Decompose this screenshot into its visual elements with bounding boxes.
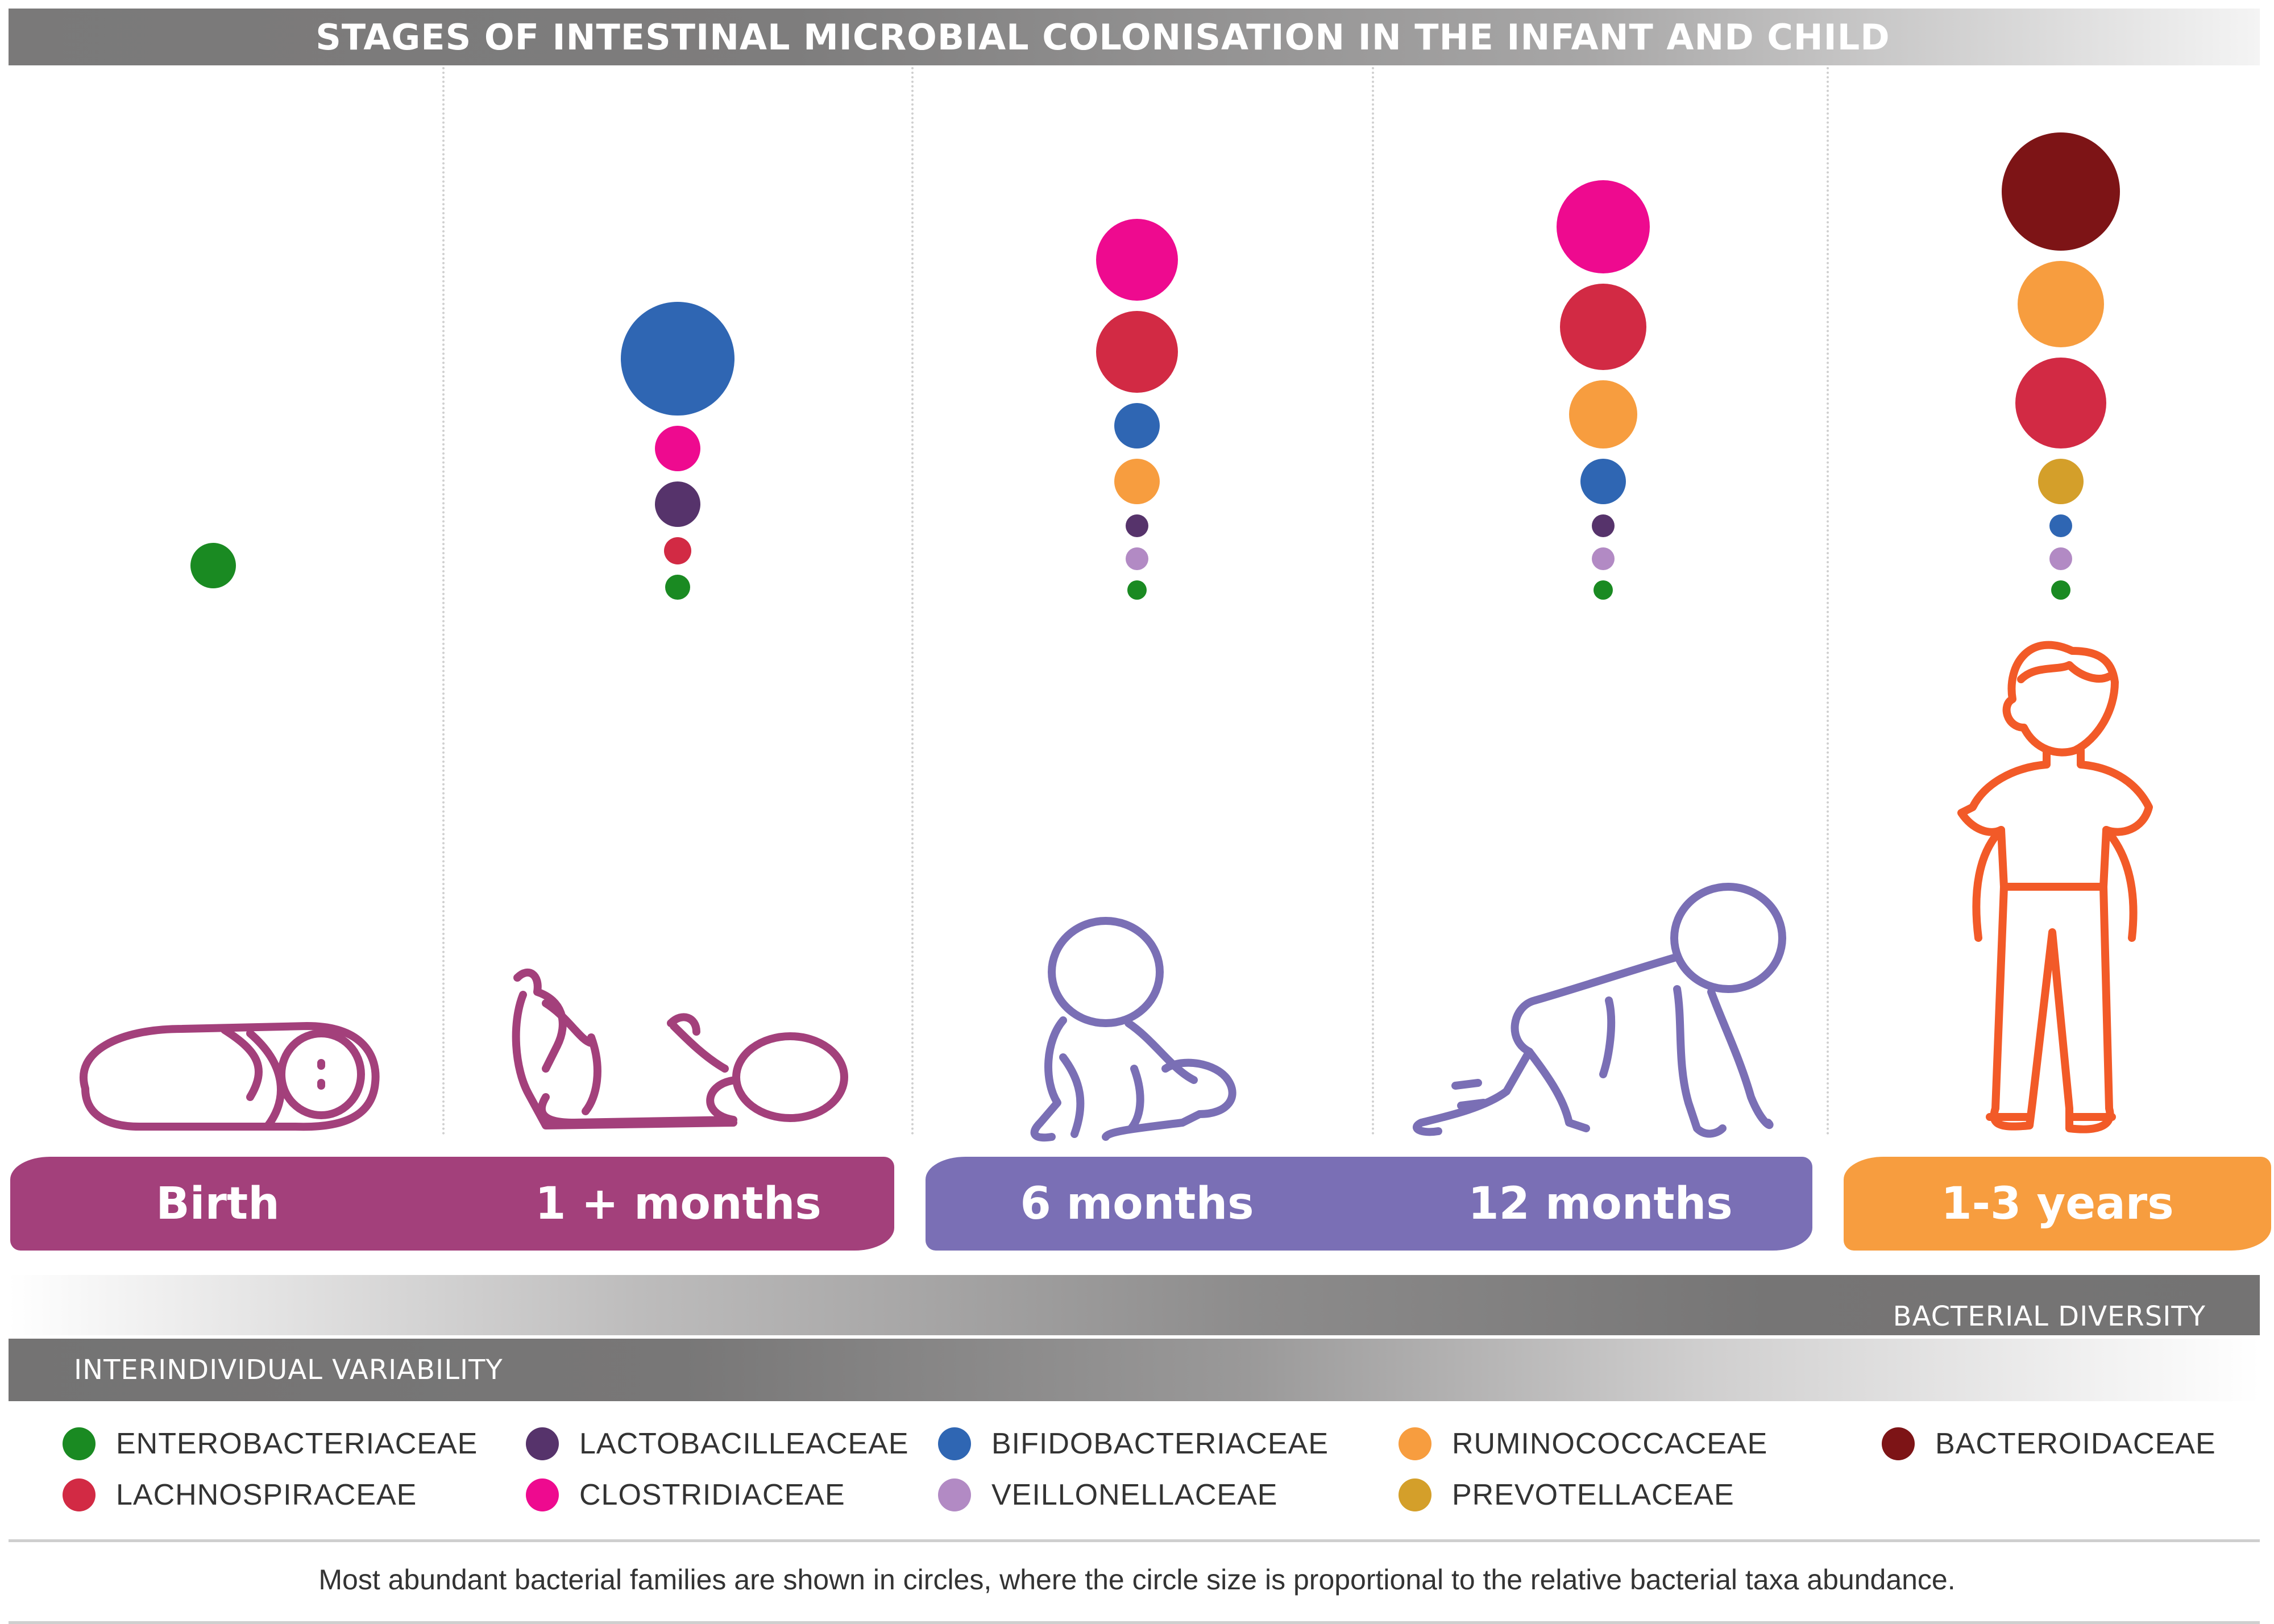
legend-dot-icon: [938, 1427, 971, 1460]
circle-bifidobacteriaceae: [621, 302, 735, 416]
legend-dot-icon: [1399, 1427, 1431, 1460]
stage-label-birth: Birth: [156, 1178, 280, 1230]
circle-clostridiaceae: [1096, 219, 1178, 301]
abundance-circles: [190, 132, 2120, 600]
circle-ruminococcaceae: [2018, 261, 2104, 347]
legend-dot-icon: [63, 1427, 96, 1460]
circle-lachnospiraceae: [1560, 284, 1646, 370]
crawling-baby-icon: [1413, 883, 1786, 1138]
bacterial-diversity-label: BACTERIAL DIVERSITY: [1893, 1301, 2206, 1332]
circle-veillonellaceae: [2049, 547, 2072, 570]
circle-bifidobacteriaceae: [1580, 459, 1626, 504]
circle-bifidobacteriaceae: [1114, 403, 1160, 448]
swaddled-baby-icon: [79, 1022, 380, 1131]
legend-dot-icon: [1882, 1427, 1915, 1460]
legend-item-veillonellaceae: VEILLONELLACEAE: [938, 1475, 1277, 1515]
circle-enterobacteriaceae: [1594, 580, 1613, 600]
legend-item-bacteroidaceae: BACTEROIDACEAE: [1882, 1424, 2216, 1464]
legend-item-prevotellaceae: PREVOTELLACEAE: [1399, 1475, 1734, 1515]
circle-ruminococcaceae: [1569, 380, 1637, 448]
legend-dot-icon: [63, 1478, 96, 1511]
circle-bifidobacteriaceae: [2049, 514, 2072, 537]
circle-lachnospiraceae: [664, 537, 691, 564]
title-bar: STAGES OF INTESTINAL MICROBIAL COLONISAT…: [9, 9, 2260, 65]
circle-prevotellaceae: [2038, 459, 2084, 504]
stage-label-1-3-years: 1-3 years: [1941, 1178, 2174, 1230]
interindividual-variability-bar: INTERINDIVIDUAL VARIABILITY: [9, 1339, 2260, 1401]
stage-label-1-months: 1 + months: [535, 1178, 821, 1230]
column-divider: [911, 67, 914, 1136]
legend-label: BIFIDOBACTERIACEAE: [991, 1427, 1329, 1460]
stage-figures: [79, 641, 2153, 1142]
circle-lactobacilleaceae: [655, 481, 700, 527]
interindividual-variability-label: INTERINDIVIDUAL VARIABILITY: [74, 1354, 503, 1386]
sitting-baby-icon: [1030, 917, 1236, 1142]
legend-item-clostridiaceae: CLOSTRIDIACEAE: [526, 1475, 845, 1515]
circle-lactobacilleaceae: [1592, 514, 1615, 537]
legend-dot-icon: [938, 1478, 971, 1511]
legend-label: ENTEROBACTERIACEAE: [116, 1427, 478, 1460]
legend-label: VEILLONELLACEAE: [991, 1478, 1278, 1511]
legend-item-lachnospiraceae: LACHNOSPIRACEAE: [63, 1475, 417, 1515]
legend-dot-icon: [526, 1478, 559, 1511]
circle-veillonellaceae: [1126, 547, 1148, 570]
stage-pill-infant: Birth 1 + months: [10, 1157, 894, 1251]
footnote: Most abundant bacterial families are sho…: [318, 1564, 1956, 1596]
legend-item-enterobacteriaceae: ENTEROBACTERIACEAE: [63, 1424, 478, 1464]
column-divider: [442, 67, 445, 1136]
column-divider: [1372, 67, 1374, 1136]
legend-item-bifidobacteriaceae: BIFIDOBACTERIACEAE: [938, 1424, 1329, 1464]
standing-child-icon: [1957, 641, 2153, 1133]
legend-item-lactobacilleaceae: LACTOBACILLEACEAE: [526, 1424, 909, 1464]
circle-clostridiaceae: [655, 426, 700, 471]
stage-pill-child: 1-3 years: [1844, 1157, 2271, 1251]
legend-label: BACTEROIDACEAE: [1935, 1427, 2216, 1460]
legend-dot-icon: [1399, 1478, 1431, 1511]
footnote-rule-top: [9, 1539, 2260, 1542]
legend-label: LACTOBACILLEACEAE: [579, 1427, 909, 1460]
circle-enterobacteriaceae: [2051, 580, 2070, 600]
legend-item-ruminococcaceae: RUMINOCOCCACEAE: [1399, 1424, 1767, 1464]
page-title: STAGES OF INTESTINAL MICROBIAL COLONISAT…: [316, 16, 1890, 58]
stage-label-12-months: 12 months: [1468, 1178, 1733, 1230]
legend-label: PREVOTELLACEAE: [1452, 1478, 1734, 1511]
circle-enterobacteriaceae: [665, 575, 690, 600]
legend-dot-icon: [526, 1427, 559, 1460]
column-divider: [1827, 67, 1829, 1136]
circle-lachnospiraceae: [2015, 358, 2106, 448]
circle-lactobacilleaceae: [1126, 514, 1148, 537]
bacterial-diversity-bar: BACTERIAL DIVERSITY: [9, 1275, 2260, 1335]
circle-enterobacteriaceae: [1127, 580, 1147, 600]
stage-pill-baby: 6 months 12 months: [926, 1157, 1812, 1251]
circle-ruminococcaceae: [1114, 459, 1160, 504]
circle-enterobacteriaceae: [190, 543, 236, 588]
footnote-rule-bottom: [9, 1621, 2260, 1624]
legend-label: LACHNOSPIRACEAE: [116, 1478, 417, 1511]
stage-label-6-months: 6 months: [1020, 1178, 1254, 1230]
legend-label: RUMINOCOCCACEAE: [1452, 1427, 1768, 1460]
lying-baby-icon: [512, 968, 848, 1129]
circle-bacteroidaceae: [2002, 132, 2120, 251]
circle-clostridiaceae: [1557, 180, 1650, 273]
circle-veillonellaceae: [1592, 547, 1615, 570]
circle-lachnospiraceae: [1096, 311, 1178, 393]
legend-label: CLOSTRIDIACEAE: [579, 1478, 845, 1511]
